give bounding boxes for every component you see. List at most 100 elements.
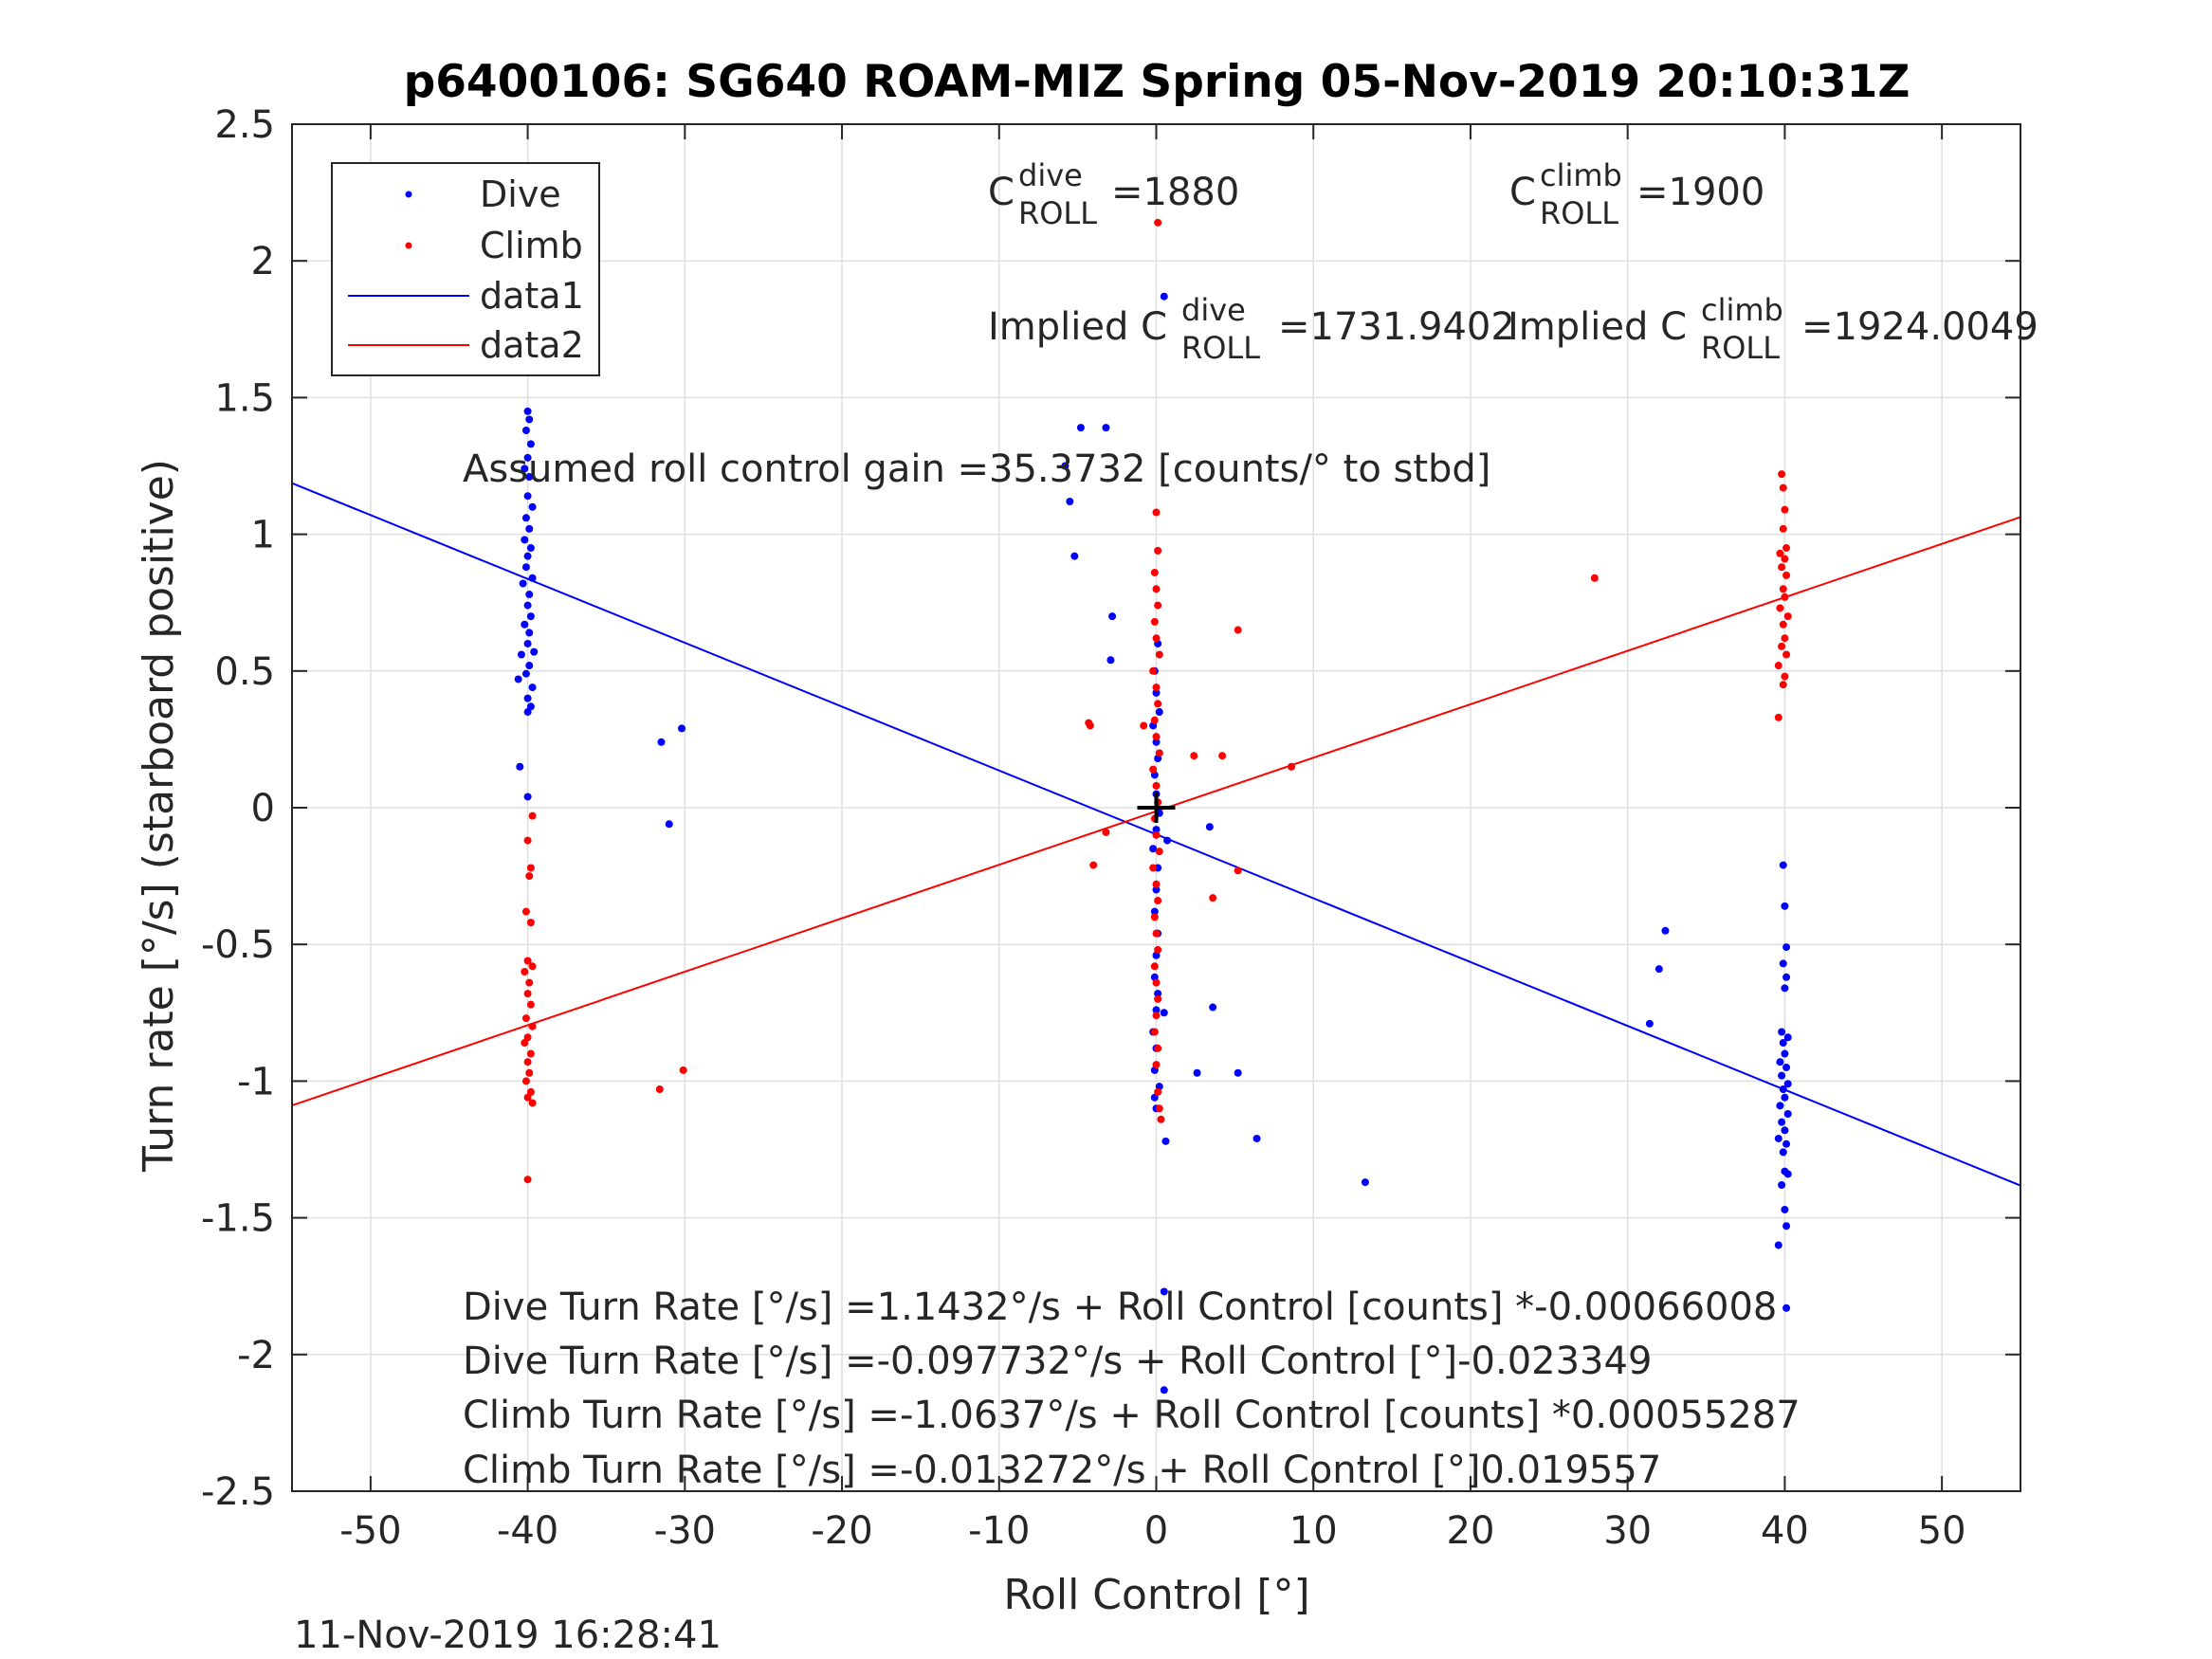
dive-point <box>528 684 537 692</box>
climb-point <box>1781 634 1789 643</box>
implied-dive-sup: dive <box>1181 292 1246 328</box>
legend-dive-marker <box>405 191 412 198</box>
climb-point <box>1150 568 1159 576</box>
dive-point <box>521 563 530 572</box>
dive-point <box>523 453 532 462</box>
climb-point <box>523 990 532 998</box>
dive-point <box>525 473 534 482</box>
y-tick-label: 0.5 <box>214 650 275 694</box>
climb-point <box>1218 752 1227 760</box>
climb-point <box>1150 617 1159 626</box>
climb-point <box>1150 1028 1159 1036</box>
dive-point <box>521 427 530 435</box>
climb-point <box>1590 574 1599 582</box>
climb-point <box>1149 765 1158 774</box>
dive-point <box>525 662 534 670</box>
dive-point <box>1774 1134 1782 1142</box>
c-roll-climb-sub: ROLL <box>1540 195 1618 231</box>
climb-point <box>1774 713 1782 721</box>
legend-box <box>331 162 600 376</box>
climb-point <box>1152 781 1161 790</box>
c-roll-dive-base: C <box>988 171 1015 214</box>
dive-point <box>1076 424 1085 432</box>
c-roll-climb-value: =1900 <box>1636 171 1764 214</box>
dive-point <box>1779 861 1787 869</box>
climb-point <box>1155 650 1163 659</box>
dive-point <box>514 675 522 684</box>
dive-point <box>523 694 532 702</box>
dive-point <box>516 762 524 771</box>
dive-point <box>1661 926 1670 935</box>
dive-point <box>1782 943 1791 952</box>
climb-point <box>1778 563 1786 572</box>
axis-ticks: -50 -40 -30 -20 -10 0 10 20 30 40 50-2.5-2-1.5-1-0… <box>201 103 2020 1553</box>
climb-point <box>1154 1087 1162 1096</box>
dive-point <box>523 793 532 801</box>
climb-point <box>1149 864 1158 872</box>
dive-point <box>1152 1006 1161 1014</box>
climb-point <box>521 1077 530 1085</box>
climb-point <box>1779 681 1787 689</box>
dive-point <box>1234 1068 1242 1077</box>
climb-point <box>1776 549 1784 557</box>
climb-point <box>1234 866 1242 875</box>
climb-point <box>1781 555 1789 563</box>
climb-point <box>679 1066 687 1074</box>
dive-point <box>1361 1178 1369 1187</box>
dive-point <box>528 502 537 511</box>
climb-point <box>655 1085 664 1094</box>
climb-eq-counts: Climb Turn Rate [°/s] =-1.0637°/s + Roll… <box>463 1394 1801 1437</box>
dive-point <box>526 544 535 553</box>
dive-point <box>1782 1063 1791 1071</box>
climb-point <box>1152 1012 1161 1020</box>
climb-point <box>1150 913 1159 921</box>
climb-point <box>1154 601 1162 610</box>
dive-point <box>521 620 529 629</box>
climb-point <box>523 957 532 965</box>
dive-point <box>521 669 530 678</box>
dive-point <box>1782 1139 1791 1148</box>
dive-point <box>1108 612 1117 621</box>
climb-point <box>1778 470 1786 479</box>
y-axis-label: Turn rate [°/s] (starboard positive) <box>135 459 183 1173</box>
dive-point <box>1779 1085 1787 1094</box>
dive-point <box>523 601 532 610</box>
dive-point <box>1205 823 1214 831</box>
dive-point <box>521 536 529 544</box>
climb-point <box>1102 828 1110 836</box>
legend: Dive Climb data1 data2 <box>331 162 600 376</box>
dive-point <box>1160 1386 1168 1395</box>
x-tick-label: -10 <box>968 1509 1030 1553</box>
dive-point <box>1783 1170 1792 1178</box>
dive-point <box>1781 1126 1789 1135</box>
legend-climb-marker <box>405 242 412 249</box>
dive-point <box>1782 1304 1791 1312</box>
x-tick-label: -50 <box>339 1509 401 1553</box>
climb-point <box>1779 483 1787 492</box>
climb-point <box>521 907 530 916</box>
dive-point <box>519 579 527 588</box>
dive-point <box>1781 1093 1789 1102</box>
climb-point <box>523 1176 532 1184</box>
climb-point <box>1779 524 1787 533</box>
annotations: C dive ROLL =1880 C climb ROLL =1900 Imp… <box>463 157 2038 1492</box>
dive-point <box>665 820 673 829</box>
climb-point <box>1154 994 1162 1003</box>
legend-dive-label: Dive <box>480 173 561 215</box>
x-axis-label: Roll Control [°] <box>1003 1571 1309 1619</box>
climb-point <box>1781 672 1789 681</box>
x-tick-label: -30 <box>654 1509 716 1553</box>
y-tick-label: -1.5 <box>201 1197 275 1241</box>
dive-point <box>1061 462 1069 470</box>
legend-data2-label: data2 <box>480 324 584 366</box>
dive-point <box>525 415 534 424</box>
c-roll-climb-annotation: C climb ROLL =1900 <box>1509 157 1764 231</box>
dive-point <box>528 574 537 582</box>
dive-point <box>1778 1118 1786 1126</box>
y-tick-label: 1 <box>251 514 275 557</box>
climb-point <box>1086 721 1094 730</box>
dive-point <box>526 440 535 448</box>
x-tick-label: 20 <box>1447 1509 1495 1553</box>
dive-point <box>1776 1058 1784 1066</box>
climb-point <box>521 1039 529 1048</box>
